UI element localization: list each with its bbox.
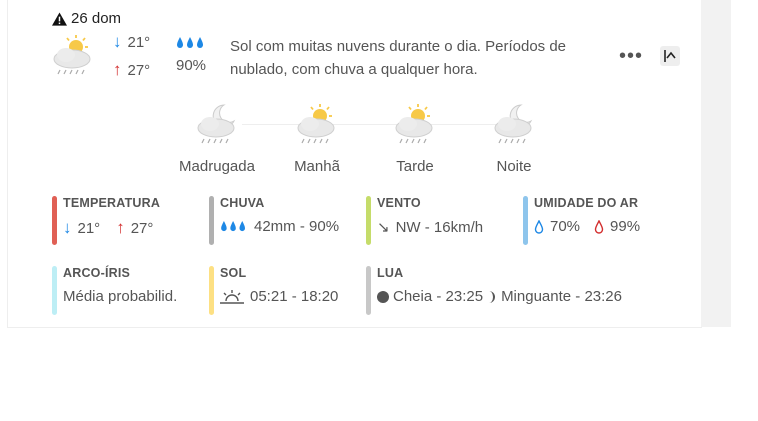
partly-cloudy-rain-icon [53, 35, 91, 75]
stat-value: 42mm - 90% [220, 218, 339, 235]
cloudy-moon-rain-icon [494, 104, 533, 144]
stat-sol: SOL 05:21 - 18:20 [209, 266, 338, 315]
stat-temperatura: TEMPERATURA ↓ 21° ↑ 27° [52, 196, 160, 245]
wind-direction-icon: ↘ [377, 219, 390, 236]
stat-title: TEMPERATURA [63, 196, 161, 210]
stat-value: ↓ 21° ↑ 27° [63, 218, 154, 237]
stat-title: VENTO [377, 196, 421, 210]
stat-color-bar [209, 266, 214, 315]
cloudy-sun-rain-icon [297, 104, 335, 144]
more-options-button[interactable]: ••• [619, 45, 644, 67]
stat-value: 70% 99% [534, 218, 640, 235]
stat-color-bar [52, 196, 57, 245]
cloudy-moon-rain-icon [197, 104, 236, 144]
collapse-icon [664, 50, 676, 62]
arrow-up-icon: ↑ [113, 60, 122, 79]
cloudy-sun-rain-icon [395, 104, 433, 144]
stat-title: CHUVA [220, 196, 265, 210]
humidity-low-icon [534, 219, 544, 234]
day-label: 26 dom [71, 10, 122, 27]
rain-drops-icon [221, 221, 245, 232]
stat-value: ↘ NW - 16km/h [377, 218, 484, 237]
temp-min: ↓ 21° [113, 32, 151, 51]
period-madrugada: Madrugada [167, 103, 267, 175]
stat-value: Média probabilid. [63, 288, 178, 305]
stat-title: SOL [220, 266, 247, 280]
rain-drops-icon [177, 37, 203, 48]
stat-value: Cheia - 23:25 Minguante - 23:26 [377, 288, 622, 305]
temp-max: ↑ 27° [113, 60, 151, 79]
forecast-card [7, 0, 702, 328]
arrow-up-icon: ↑ [116, 218, 125, 237]
stat-title: LUA [377, 266, 404, 280]
sunrise-icon [220, 289, 244, 304]
period-manha: Manhã [267, 103, 367, 175]
stat-umidade: UMIDADE DO AR 70% 99% [523, 196, 640, 245]
stat-chuva: CHUVA 42mm - 90% [209, 196, 339, 245]
alert-triangle-icon [52, 11, 67, 26]
stat-arco-iris: ARCO-ÍRIS Média probabilid. [52, 266, 177, 315]
period-tarde: Tarde [365, 103, 465, 175]
stat-value: 05:21 - 18:20 [220, 288, 338, 305]
periods-connector [242, 124, 512, 125]
stat-vento: VENTO ↘ NW - 16km/h [366, 196, 483, 245]
waning-moon-icon [489, 290, 496, 303]
period-label: Manhã [294, 158, 340, 175]
collapse-button[interactable] [660, 46, 680, 66]
stat-title: UMIDADE DO AR [534, 196, 639, 210]
stat-color-bar [366, 266, 371, 315]
full-moon-icon [377, 290, 389, 303]
humidity-high-icon [594, 219, 604, 234]
stat-title: ARCO-ÍRIS [63, 266, 131, 280]
period-label: Noite [496, 158, 532, 175]
period-label: Madrugada [179, 158, 255, 175]
arrow-down-icon: ↓ [113, 32, 122, 51]
arrow-down-icon: ↓ [63, 218, 72, 237]
stat-color-bar [523, 196, 528, 245]
day-header: 26 dom [52, 10, 121, 27]
stat-color-bar [52, 266, 57, 315]
stat-color-bar [209, 196, 214, 245]
scrollbar-track[interactable] [701, 0, 731, 327]
stat-color-bar [366, 196, 371, 245]
period-noite: Noite [464, 103, 564, 175]
rain-probability: 90% [176, 57, 207, 74]
forecast-description: Sol com muitas nuvens durante o dia. Per… [230, 38, 567, 78]
stat-lua: LUA Cheia - 23:25 Minguante - 23:26 [366, 266, 622, 315]
period-label: Tarde [396, 158, 434, 175]
